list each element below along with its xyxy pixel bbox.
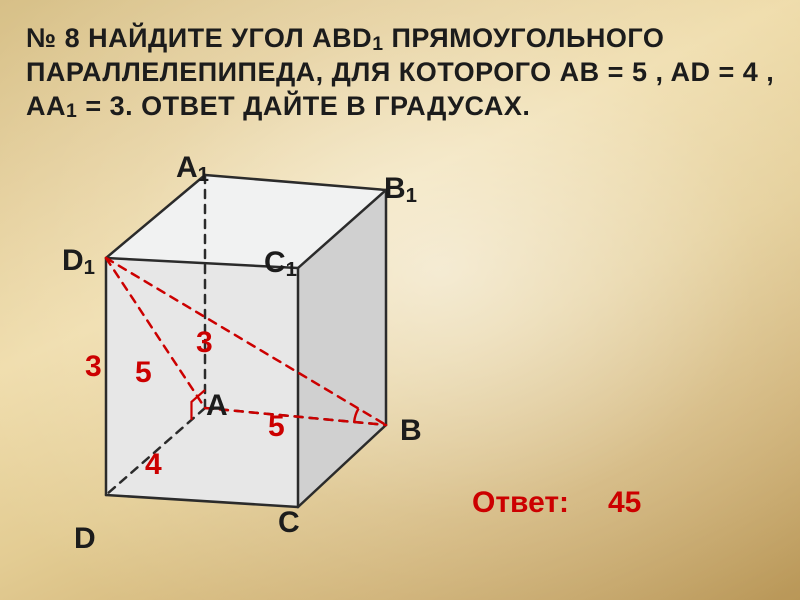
vertex-label-B: B [400, 416, 422, 446]
edge-number-n3_left: 3 [85, 352, 102, 382]
vertex-label-C1: C1 [264, 248, 297, 278]
problem-title: № 8 НАЙДИТЕ УГОЛ ABD1 ПРЯМОУГОЛЬНОГО ПАР… [26, 22, 780, 123]
answer-label: Ответ: [472, 488, 569, 518]
edge-number-n5_ab: 5 [268, 412, 285, 442]
vertex-label-D1: D1 [62, 246, 95, 276]
vertex-label-C: C [278, 508, 300, 538]
answer-value: 45 [608, 488, 641, 518]
title-text: № 8 НАЙДИТЕ УГОЛ ABD1 ПРЯМОУГОЛЬНОГО ПАР… [26, 23, 774, 121]
vertex-label-B1: B1 [384, 174, 417, 204]
vertex-label-A1: A1 [176, 153, 209, 183]
edge-number-n4: 4 [145, 450, 162, 480]
vertex-label-A: A [206, 391, 228, 421]
edge-number-n5_diag: 5 [135, 358, 152, 388]
vertex-label-D: D [74, 524, 96, 554]
slide-canvas: № 8 НАЙДИТЕ УГОЛ ABD1 ПРЯМОУГОЛЬНОГО ПАР… [0, 0, 800, 600]
edge-number-n3_mid: 3 [196, 328, 213, 358]
parallelepiped-figure [60, 145, 480, 575]
